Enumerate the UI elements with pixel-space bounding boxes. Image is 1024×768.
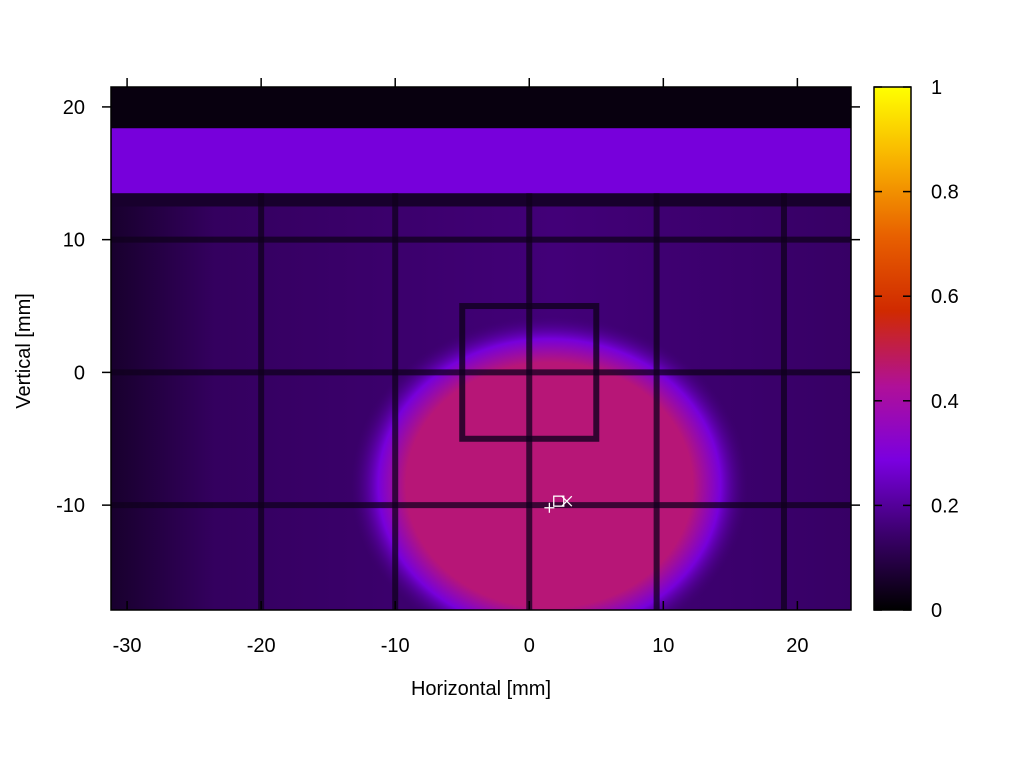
- beam-markers: [544, 495, 573, 513]
- colorbar-tick-label: 1: [931, 77, 942, 99]
- x-tick-label: -10: [381, 635, 410, 657]
- x-tick-label: 10: [652, 635, 674, 657]
- colorbar-ticks: 0 0.2 0.4 0.6 0.8 1: [874, 77, 959, 622]
- horizontal-bands: [111, 87, 851, 207]
- y-tick-label: -10: [56, 495, 85, 517]
- x-tick-label: 20: [786, 635, 808, 657]
- x-axis-ticks: -30 -20 -10 0 10 20: [113, 78, 809, 657]
- plot-frame: [110, 86, 852, 611]
- beam-spot: [350, 315, 749, 610]
- x-tick-label: -20: [247, 635, 276, 657]
- x-tick-label: -30: [113, 635, 142, 657]
- target-frame: [459, 303, 600, 442]
- y-axis-title: Vertical [mm]: [13, 293, 35, 409]
- grid-wires: [111, 193, 851, 610]
- marker-cross: [561, 495, 573, 507]
- colorbar-tick-label: 0.8: [931, 182, 959, 204]
- y-tick-label: 20: [63, 97, 85, 119]
- colorbar-gradient: [873, 86, 912, 611]
- band-dark-top: [111, 87, 851, 129]
- colorbar-tick-label: 0: [931, 600, 942, 622]
- marker-square: [553, 495, 565, 507]
- x-tick-label: 0: [524, 635, 535, 657]
- beam-spot-ellipse: [350, 315, 749, 610]
- colorbar-tick-label: 0.4: [931, 391, 959, 413]
- colorbar-tick-label: 0.6: [931, 286, 959, 308]
- marker-plus: [544, 502, 555, 513]
- colorbar: [873, 86, 912, 611]
- y-axis-ticks: -10 0 10 20: [56, 97, 860, 517]
- y-tick-label: 0: [74, 362, 85, 384]
- colorbar-tick-label: 0.2: [931, 495, 959, 517]
- y-tick-label: 10: [63, 230, 85, 252]
- band-bright: [111, 128, 851, 194]
- x-axis-title: Horizontal [mm]: [411, 678, 551, 700]
- band-dark-below: [111, 193, 851, 207]
